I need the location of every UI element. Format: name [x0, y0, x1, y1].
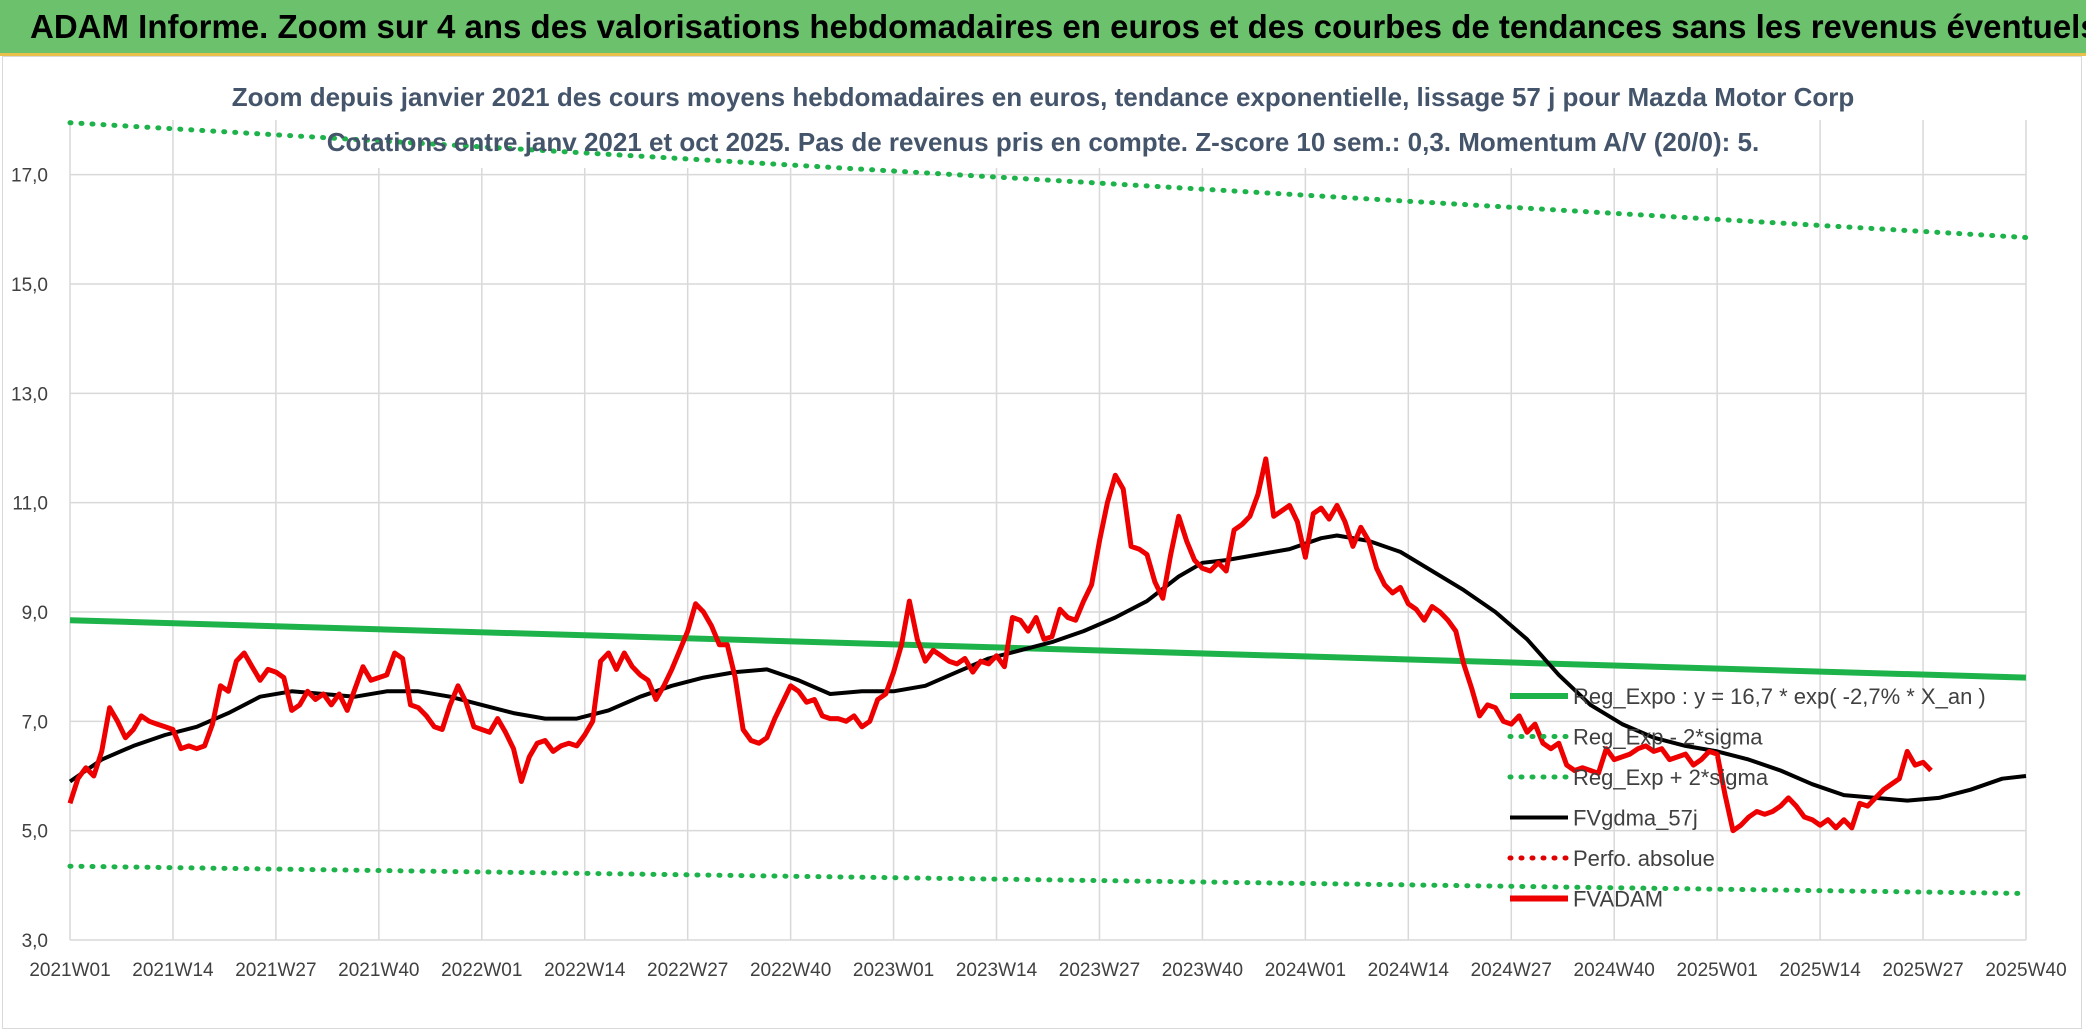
x-tick-label: 2023W01	[853, 960, 934, 981]
x-tick-label: 2022W01	[441, 960, 522, 981]
x-tick-label: 2024W40	[1574, 960, 1655, 981]
title-backdrop	[290, 78, 1796, 168]
x-tick-label: 2023W27	[1059, 960, 1140, 981]
legend-label-3: FVgdma_57j	[1573, 806, 1698, 831]
x-tick-label: 2023W14	[956, 960, 1038, 981]
x-tick-label: 2024W01	[1265, 960, 1346, 981]
y-tick-label: 17,0	[11, 166, 48, 187]
y-tick-label: 7,0	[22, 712, 48, 733]
legend-label-4: Perfo. absolue	[1573, 846, 1715, 871]
series-line-5	[67, 456, 1933, 834]
x-tick-label: 2021W40	[338, 960, 419, 981]
series-line-0	[69, 617, 2027, 681]
legend-label-1: Reg_Exp - 2*sigma	[1573, 725, 1763, 750]
x-tick-label: 2023W40	[1162, 960, 1243, 981]
y-tick-label: 15,0	[11, 275, 48, 296]
series-line-2	[67, 120, 2029, 240]
x-tick-label: 2024W14	[1368, 960, 1450, 981]
chart-title: Zoom depuis janvier 2021 des cours moyen…	[231, 82, 1855, 112]
legend-label-0: Reg_Expo : y = 16,7 * exp( -2,7% * X_an …	[1573, 684, 1986, 709]
x-tick-label: 2024W27	[1471, 960, 1552, 981]
chart-frame	[2, 56, 2082, 1029]
x-tick-label: 2021W01	[29, 960, 110, 981]
legend-label-2: Reg_Exp + 2*sigma	[1573, 765, 1769, 790]
x-tick-label: 2022W40	[750, 960, 831, 981]
x-tick-label: 2025W14	[1779, 960, 1861, 981]
x-tick-label: 2022W14	[544, 960, 626, 981]
report-title: ADAM Informe. Zoom sur 4 ans des valoris…	[30, 8, 2086, 45]
x-tick-label: 2022W27	[647, 960, 728, 981]
y-tick-label: 3,0	[22, 931, 48, 952]
plot-area	[70, 120, 2026, 940]
y-tick-label: 5,0	[22, 822, 48, 843]
y-tick-label: 11,0	[12, 494, 48, 515]
x-tick-label: 2021W14	[132, 960, 214, 981]
report-banner: ADAM Informe. Zoom sur 4 ans des valoris…	[0, 0, 2086, 56]
legend-label-5: FVADAM	[1573, 887, 1663, 912]
chart-subtitle: Cotations entre janv 2021 et oct 2025. P…	[326, 127, 1760, 157]
y-tick-label: 9,0	[22, 603, 48, 624]
x-tick-label: 2025W01	[1676, 960, 1757, 981]
x-tick-label: 2021W27	[235, 960, 316, 981]
x-tick-label: 2025W27	[1882, 960, 1963, 981]
y-tick-label: 13,0	[11, 384, 48, 405]
series-line-3	[68, 533, 2027, 803]
series-line-1	[67, 863, 2029, 896]
x-tick-label: 2025W40	[1985, 960, 2066, 981]
